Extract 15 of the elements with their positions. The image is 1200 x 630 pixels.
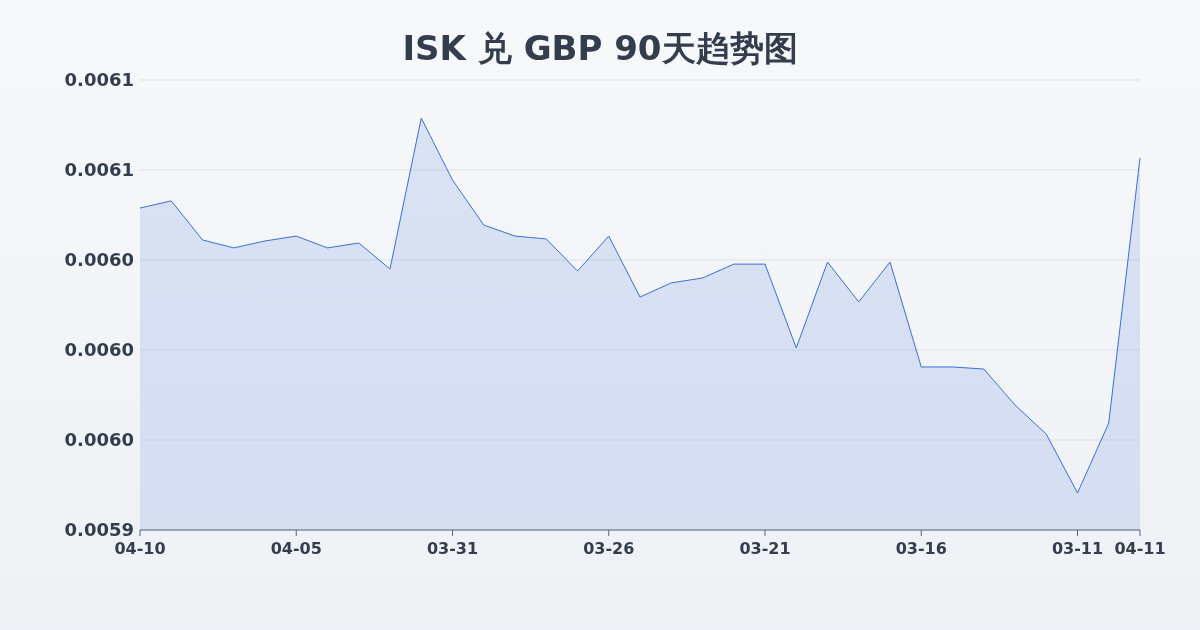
x-tick-label: 03-21: [739, 539, 791, 558]
y-tick-label: 0.0061: [64, 69, 134, 91]
y-tick-label: 0.0060: [64, 429, 134, 451]
y-tick-label: 0.0060: [64, 339, 134, 361]
x-tick-label: 04-11: [1114, 539, 1166, 558]
chart-title: ISK 兑 GBP 90天趋势图: [402, 28, 798, 68]
x-tick-label: 03-31: [426, 539, 479, 558]
x-tick-label: 04-10: [114, 539, 166, 558]
y-tick-label: 0.0061: [64, 159, 134, 181]
x-tick-label: 03-26: [583, 539, 635, 558]
y-tick-label: 0.0059: [64, 519, 134, 541]
x-tick-label: 03-16: [895, 539, 947, 558]
x-tick-label: 03-11: [1051, 539, 1104, 558]
y-tick-label: 0.0060: [64, 249, 134, 271]
x-tick-label: 04-05: [270, 539, 322, 558]
